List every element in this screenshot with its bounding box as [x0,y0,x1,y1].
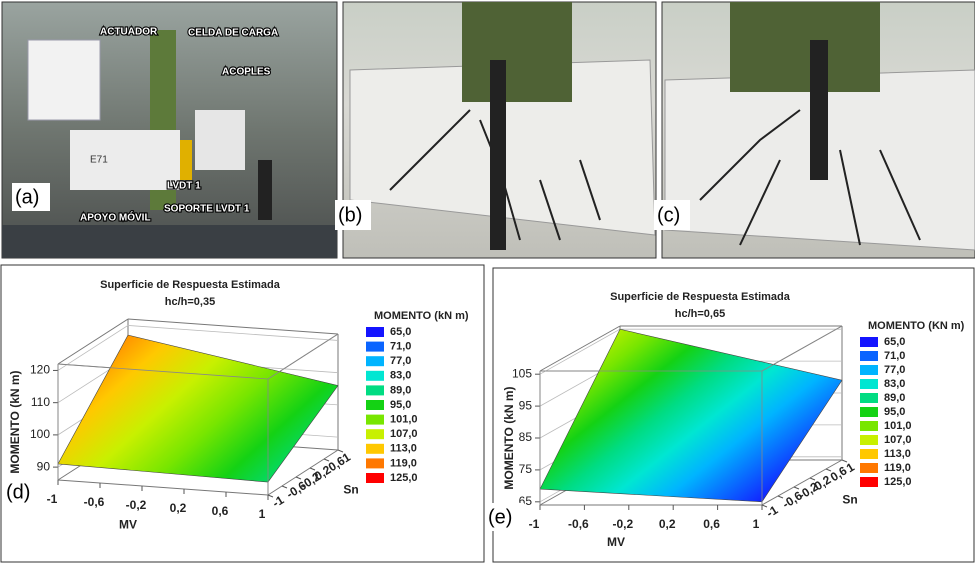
z-tick-label: 90 [37,459,51,473]
panel-label: (a) [15,186,39,208]
annotation: LVDT 1 [167,181,201,192]
legend-swatch [366,371,384,381]
x-tick-label: -1 [47,492,58,506]
z-tick-label: 95 [519,398,533,412]
legend-label: 119,0 [390,457,417,469]
legend-swatch [860,393,878,403]
x-tick-label: 0,2 [659,517,676,531]
legend-swatch [366,429,384,439]
x-tick-label: -1 [529,517,540,531]
legend-swatch [860,435,878,445]
legend-label: 113,0 [390,443,417,455]
legend-label: 107,0 [390,428,418,440]
legend-swatch [860,337,878,347]
panel-label: (b) [338,204,362,226]
legend-swatch [860,421,878,431]
annotation: APOYO MÓVIL [80,211,151,224]
legend-swatch [860,449,878,459]
z-tick-label: 85 [519,430,533,444]
x-tick-label: -0,6 [568,517,589,531]
panel-label: (e) [488,506,512,528]
z-tick-label: 75 [519,462,533,476]
y-axis-title: Sn [343,483,358,497]
z-tick-label: 110 [31,395,50,409]
x-tick-label: -0,2 [126,498,147,512]
chart-title: Superficie de Respuesta Estimada [100,279,281,291]
z-axis-title: MOMENTO (kN m) [8,370,22,473]
legend-swatch [860,379,878,389]
legend-label: 95,0 [390,399,411,411]
annotation: CELDA DE CARGA [188,28,278,39]
legend-swatch [366,458,384,468]
chart-title: Superficie de Respuesta Estimada [610,291,791,303]
photo-b: (b) [335,2,656,258]
y-axis-title: Sn [842,493,857,507]
figure: E71 ACTUADOR CELDA DE CARGA ACOPLES LVDT… [0,0,975,564]
chart-subtitle: hc/h=0,35 [165,296,215,308]
panel-label: (c) [657,204,680,226]
legend-label: 83,0 [884,378,905,390]
photo-a: E71 ACTUADOR CELDA DE CARGA ACOPLES LVDT… [2,2,337,258]
x-tick-label: 1 [259,507,266,521]
x-tick-label: 0,6 [703,517,720,531]
z-tick-label: 105 [512,366,532,380]
legend-swatch [366,444,384,454]
legend-label: 107,0 [884,434,912,446]
legend-swatch [860,477,878,487]
legend-label: 89,0 [390,384,411,396]
specimen-label: E71 [90,155,108,166]
legend-label: 71,0 [390,341,411,353]
annotation: SOPORTE LVDT 1 [164,204,250,215]
legend-label: 77,0 [390,355,411,367]
legend-title: MOMENTO (KN m) [868,320,965,332]
legend-swatch [366,415,384,425]
legend-swatch [366,473,384,483]
legend-label: 125,0 [390,472,418,484]
legend-swatch [366,400,384,410]
legend-swatch [860,365,878,375]
legend-label: 83,0 [390,370,411,382]
legend-swatch [860,407,878,417]
legend-swatch [366,327,384,337]
legend-swatch [366,356,384,366]
legend-label: 119,0 [884,462,911,474]
z-tick-label: 120 [30,363,50,377]
legend-label: 125,0 [884,476,912,488]
legend-swatch [366,342,384,352]
annotation: ACOPLES [222,67,271,78]
x-tick-label: -0,2 [612,517,633,531]
legend-swatch [860,351,878,361]
legend-label: 101,0 [390,414,418,426]
legend-label: 95,0 [884,406,905,418]
legend-label: 89,0 [884,392,905,404]
x-tick-label: 0,2 [170,501,187,515]
annotation: ACTUADOR [100,27,158,38]
x-tick-label: -0,6 [84,495,105,509]
z-tick-label: 100 [30,427,50,441]
legend-label: 77,0 [884,364,905,376]
x-axis-title: MV [119,518,137,532]
z-axis-title: MOMENTO (kN m) [502,386,516,489]
chart-subtitle: hc/h=0,65 [675,308,725,320]
panel-label: (d) [6,481,30,503]
x-tick-label: 1 [753,517,760,531]
legend-label: 113,0 [884,448,911,460]
legend-label: 65,0 [390,326,411,338]
legend-title: MOMENTO (kN m) [374,310,469,322]
x-axis-title: MV [607,535,625,549]
legend-swatch [366,385,384,395]
legend-label: 65,0 [884,336,905,348]
x-tick-label: 0,6 [212,504,229,518]
legend-swatch [860,463,878,473]
legend-label: 101,0 [884,420,912,432]
legend-label: 71,0 [884,350,905,362]
photo-c: (c) [654,2,975,258]
